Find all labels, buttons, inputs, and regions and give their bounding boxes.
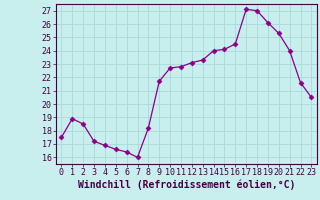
X-axis label: Windchill (Refroidissement éolien,°C): Windchill (Refroidissement éolien,°C): [78, 180, 295, 190]
